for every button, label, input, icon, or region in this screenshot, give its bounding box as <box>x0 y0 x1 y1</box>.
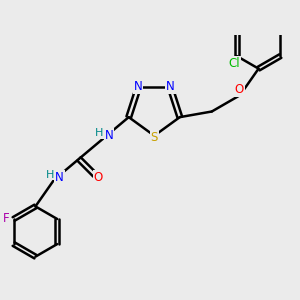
Text: H: H <box>95 128 104 138</box>
Text: N: N <box>55 171 64 184</box>
Text: O: O <box>235 83 244 96</box>
Text: F: F <box>3 212 9 226</box>
Text: N: N <box>166 80 175 93</box>
Text: S: S <box>151 130 158 143</box>
Text: N: N <box>105 129 113 142</box>
Text: O: O <box>94 171 103 184</box>
Text: Cl: Cl <box>229 57 241 70</box>
Text: H: H <box>46 169 54 180</box>
Text: N: N <box>134 80 142 93</box>
